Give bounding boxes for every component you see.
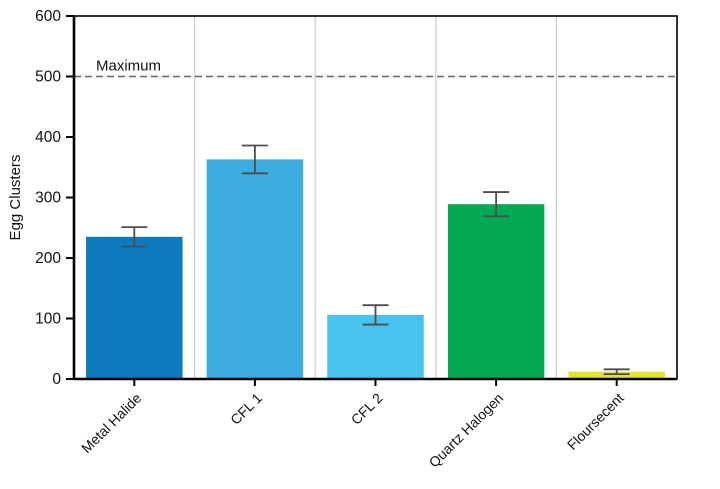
bar-floursecent bbox=[568, 371, 665, 379]
y-tick-label: 100 bbox=[35, 311, 61, 328]
y-tick-label: 400 bbox=[35, 129, 61, 146]
y-tick-label: 200 bbox=[35, 250, 61, 267]
y-tick-label: 0 bbox=[52, 371, 61, 388]
bar-cfl-1 bbox=[206, 159, 304, 379]
bar-cfl-2 bbox=[327, 314, 424, 379]
y-axis-title: Egg Clusters bbox=[7, 155, 24, 241]
y-tick-label: 500 bbox=[35, 69, 61, 86]
bar-quartz-halogen bbox=[447, 204, 545, 379]
y-tick-label: 600 bbox=[35, 8, 61, 25]
maximum-label: Maximum bbox=[96, 58, 161, 75]
y-tick-label: 300 bbox=[35, 190, 61, 207]
bar-metal-halide bbox=[86, 236, 183, 379]
